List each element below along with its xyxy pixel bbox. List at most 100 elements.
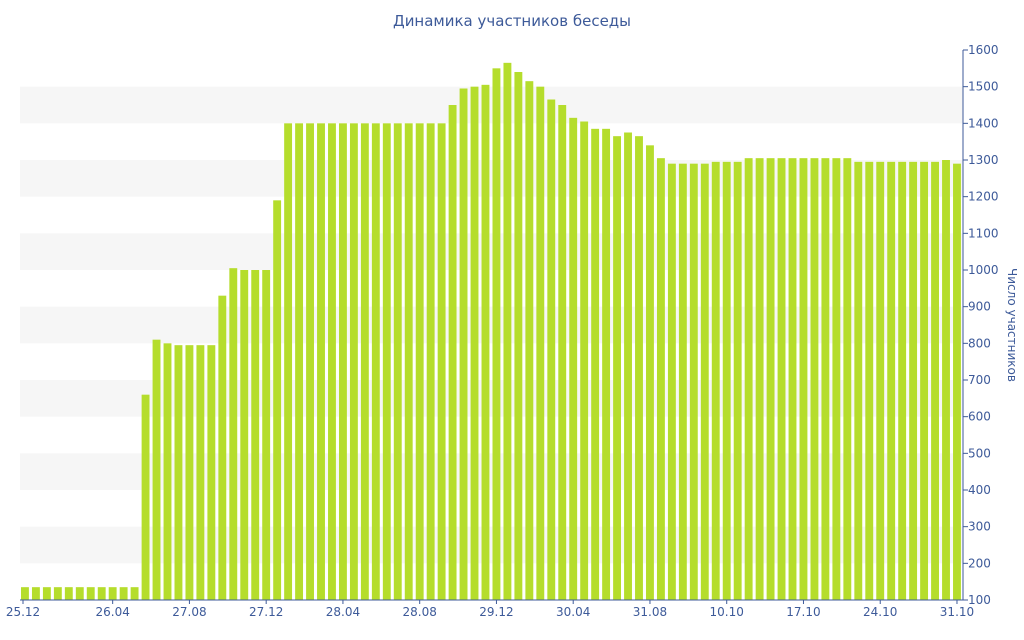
bar [470, 86, 479, 601]
x-tick-label: 31.08 [633, 605, 667, 619]
bar [854, 161, 863, 600]
bar [788, 158, 797, 601]
bar [580, 121, 589, 600]
bar [887, 161, 896, 600]
bar [503, 62, 512, 600]
x-tick-labels: 25.12 26.04 27.08 27.12 28.04 28.08 29.12 30.04… [6, 600, 974, 619]
bar [108, 587, 117, 600]
bar [152, 339, 161, 600]
bar [711, 161, 720, 600]
bar [415, 123, 424, 600]
y-tick-label: 100 [968, 593, 991, 607]
y-axis-title: Число участников [1005, 268, 1019, 382]
bar [42, 587, 51, 600]
y-tick-label: 500 [968, 446, 991, 460]
bar [602, 128, 611, 600]
bar [799, 158, 808, 601]
y-tick-label: 1300 [968, 153, 999, 167]
bar [130, 587, 139, 600]
bar [766, 158, 775, 601]
bar [843, 158, 852, 601]
bar [371, 123, 380, 600]
bar [141, 394, 150, 600]
bar [75, 587, 84, 600]
y-tick-label: 400 [968, 483, 991, 497]
bar [317, 123, 325, 600]
bar-series [21, 62, 961, 601]
bar [733, 161, 742, 600]
bar [382, 123, 391, 600]
bar [876, 161, 885, 600]
bar [942, 160, 950, 600]
bar [229, 268, 238, 600]
bar [755, 158, 764, 601]
bar [64, 587, 73, 600]
bar [613, 136, 622, 601]
bar [920, 161, 929, 600]
bar [273, 200, 282, 600]
bar [31, 587, 40, 600]
bar [514, 72, 523, 600]
bar [536, 86, 545, 601]
x-tick-label: 27.08 [172, 605, 206, 619]
bar [547, 99, 556, 600]
bar [722, 161, 731, 600]
bar [865, 161, 874, 600]
y-tick-label: 200 [968, 556, 991, 570]
bar [624, 132, 632, 600]
bar [174, 345, 183, 600]
bar [86, 587, 95, 600]
bar [953, 163, 961, 601]
axes [20, 50, 964, 601]
x-tick-label: 25.12 [6, 605, 40, 619]
bar [678, 163, 687, 601]
bar [97, 587, 106, 600]
bar [777, 158, 786, 601]
bar [262, 270, 271, 600]
y-tick-label: 1200 [968, 190, 999, 204]
y-tick-label: 300 [968, 520, 991, 534]
x-tick-label: 17.10 [786, 605, 820, 619]
bar [53, 587, 62, 600]
grid-band [20, 86, 963, 124]
bar [338, 123, 347, 600]
x-tick-label: 28.08 [403, 605, 437, 619]
bar [426, 123, 435, 600]
x-tick-label: 28.04 [326, 605, 360, 619]
bar [284, 123, 293, 600]
x-tick-label: 31.10 [940, 605, 974, 619]
bar [569, 117, 578, 600]
bar [810, 158, 819, 601]
chart-title: Динамика участников беседы [392, 12, 632, 30]
bar [404, 123, 413, 600]
bar [437, 123, 446, 600]
bar [306, 123, 314, 600]
bar [360, 123, 369, 600]
bar [667, 163, 676, 601]
bar [240, 270, 249, 600]
x-tick-label: 27.12 [249, 605, 283, 619]
bar [448, 105, 457, 600]
y-tick-label: 1000 [968, 263, 999, 277]
bar [207, 345, 216, 600]
bar [689, 163, 698, 601]
bar [700, 163, 709, 601]
bar [251, 270, 260, 600]
x-tick-label: 26.04 [95, 605, 129, 619]
bar [931, 161, 939, 600]
bar [328, 123, 336, 600]
bar [163, 343, 172, 600]
bar [393, 123, 402, 600]
y-tick-labels: 100 200 300 400 500 600 700 800 900 1000 1100 1200 1… [963, 43, 999, 607]
x-tick-label: 10.10 [710, 605, 744, 619]
y-tick-label: 600 [968, 410, 991, 424]
bar [481, 84, 490, 600]
x-tick-label: 29.12 [479, 605, 513, 619]
bar [459, 88, 468, 600]
bar [218, 295, 227, 600]
bar [832, 158, 841, 601]
bar [525, 81, 534, 601]
y-tick-label: 1600 [968, 43, 999, 57]
